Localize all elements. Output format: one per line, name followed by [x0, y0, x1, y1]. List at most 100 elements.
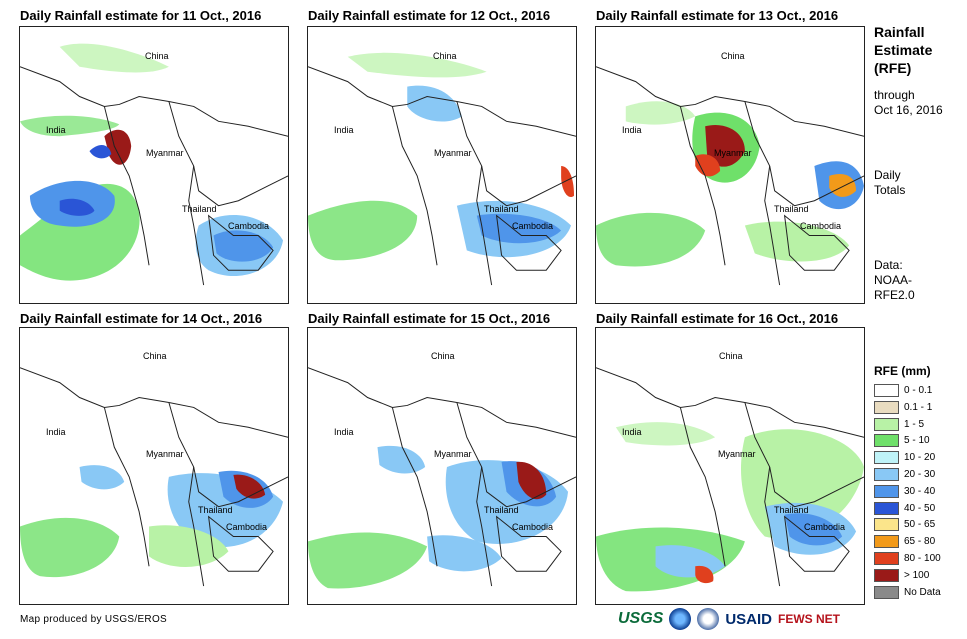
label-thailand: Thailand	[484, 505, 519, 515]
panel-title-oct16: Daily Rainfall estimate for 16 Oct., 201…	[596, 311, 839, 326]
sidebar-title-line1: Rainfall	[874, 24, 925, 40]
label-thailand: Thailand	[774, 204, 809, 214]
sidebar-title-line2: Estimate	[874, 42, 933, 58]
country-borders	[308, 66, 576, 286]
panel-title-oct11: Daily Rainfall estimate for 11 Oct., 201…	[20, 8, 262, 23]
usaid-seal-logo	[697, 608, 720, 630]
label-china: China	[721, 51, 745, 61]
legend-item: 0.1 - 1	[874, 400, 932, 415]
legend-item: 30 - 40	[874, 484, 935, 499]
legend-swatch	[874, 451, 899, 465]
country-borders	[596, 66, 864, 286]
legend-item: 1 - 5	[874, 417, 924, 432]
label-myanmar: Myanmar	[146, 148, 184, 158]
label-myanmar: Myanmar	[434, 449, 472, 459]
label-india: India	[46, 427, 66, 437]
rain-layer	[596, 101, 864, 267]
usgs-logo: USGS	[618, 610, 664, 627]
legend-swatch	[874, 568, 899, 582]
label-thailand: Thailand	[774, 505, 809, 515]
sidebar-data-label: Data:	[874, 258, 903, 272]
logo-strip: USGS USAID FEWS NET	[618, 608, 840, 630]
legend-label: 30 - 40	[904, 485, 936, 497]
fews-net-logo: FEWS NET	[778, 612, 841, 626]
label-thailand: Thailand	[198, 505, 233, 515]
map-oct15: China India Myanmar Thailand Cambodia	[307, 327, 577, 605]
sidebar-totals: Totals	[874, 183, 906, 197]
label-cambodia: Cambodia	[512, 221, 554, 231]
legend-item: 65 - 80	[874, 534, 935, 549]
legend-label: > 100	[904, 569, 930, 581]
label-thailand: Thailand	[484, 204, 519, 214]
label-myanmar: Myanmar	[714, 148, 752, 158]
label-myanmar: Myanmar	[146, 449, 184, 459]
rain-layer	[20, 43, 284, 281]
legend-swatch	[874, 434, 899, 448]
label-cambodia: Cambodia	[804, 522, 846, 532]
legend-label: 65 - 80	[904, 536, 936, 548]
legend-item: 20 - 30	[874, 467, 935, 482]
legend-swatch	[874, 518, 899, 532]
label-india: India	[334, 427, 354, 437]
legend-item: 5 - 10	[874, 433, 930, 448]
noaa-logo	[669, 608, 692, 630]
label-cambodia: Cambodia	[800, 221, 842, 231]
legend-label: 10 - 20	[904, 452, 936, 464]
legend-item: 0 - 0.1	[874, 383, 932, 398]
label-china: China	[431, 351, 455, 361]
sidebar-date: Oct 16, 2016	[874, 103, 943, 117]
sidebar-title: Rainfall Estimate (RFE)	[874, 23, 932, 77]
legend-label: 5 - 10	[904, 435, 930, 447]
label-india: India	[334, 125, 354, 135]
sidebar-data-source2: RFE2.0	[874, 288, 915, 302]
label-myanmar: Myanmar	[718, 449, 756, 459]
map-oct12: China India Myanmar Thailand Cambodia	[307, 26, 577, 304]
sidebar-through: through	[874, 88, 915, 102]
panel-title-oct15: Daily Rainfall estimate for 15 Oct., 201…	[308, 311, 551, 326]
panel-title-oct13: Daily Rainfall estimate for 13 Oct., 201…	[596, 8, 839, 23]
country-borders	[596, 367, 864, 587]
sidebar-title-line3: (RFE)	[874, 60, 912, 76]
label-cambodia: Cambodia	[228, 221, 270, 231]
sidebar-data-source1: NOAA-	[874, 273, 913, 287]
legend-label: 40 - 50	[904, 502, 936, 514]
legend-label: 50 - 65	[904, 519, 936, 531]
label-china: China	[145, 51, 169, 61]
legend-item: > 100	[874, 568, 929, 583]
usaid-logo: USAID	[725, 610, 773, 628]
map-oct16: China India Myanmar Thailand Cambodia	[595, 327, 865, 605]
legend-swatch	[874, 535, 899, 549]
legend-label: 0.1 - 1	[904, 401, 933, 413]
label-china: China	[143, 351, 167, 361]
panel-title-oct14: Daily Rainfall estimate for 14 Oct., 201…	[20, 311, 263, 326]
label-india: India	[46, 125, 66, 135]
label-china: China	[433, 51, 457, 61]
legend-label: 0 - 0.1	[904, 385, 933, 396]
legend-item: 40 - 50	[874, 501, 935, 516]
legend-item: 50 - 65	[874, 517, 935, 532]
legend-swatch	[874, 484, 899, 498]
legend-swatch	[874, 468, 899, 481]
legend-item: 10 - 20	[874, 450, 935, 465]
footer-credit: Map produced by USGS/EROS	[20, 614, 168, 625]
legend-label: 1 - 5	[904, 418, 925, 430]
label-india: India	[622, 427, 642, 437]
map-oct13: China India Myanmar Thailand Cambodia	[595, 26, 865, 304]
label-thailand: Thailand	[182, 204, 217, 214]
legend-label: 20 - 30	[904, 469, 936, 480]
legend-swatch	[874, 417, 899, 431]
panel-title-oct12: Daily Rainfall estimate for 12 Oct., 201…	[308, 8, 551, 23]
country-borders	[20, 66, 288, 286]
map-oct14: China India Myanmar Thailand Cambodia	[19, 327, 289, 605]
legend-swatch	[874, 552, 899, 565]
country-borders	[20, 367, 288, 587]
legend-swatch	[874, 501, 899, 515]
legend-swatch	[874, 384, 899, 397]
label-myanmar: Myanmar	[434, 148, 472, 158]
label-china: China	[719, 351, 743, 361]
label-cambodia: Cambodia	[512, 522, 554, 532]
rain-layer	[20, 465, 284, 578]
sidebar-daily: Daily	[874, 168, 901, 182]
label-cambodia: Cambodia	[226, 522, 268, 532]
legend-swatch	[874, 585, 899, 599]
